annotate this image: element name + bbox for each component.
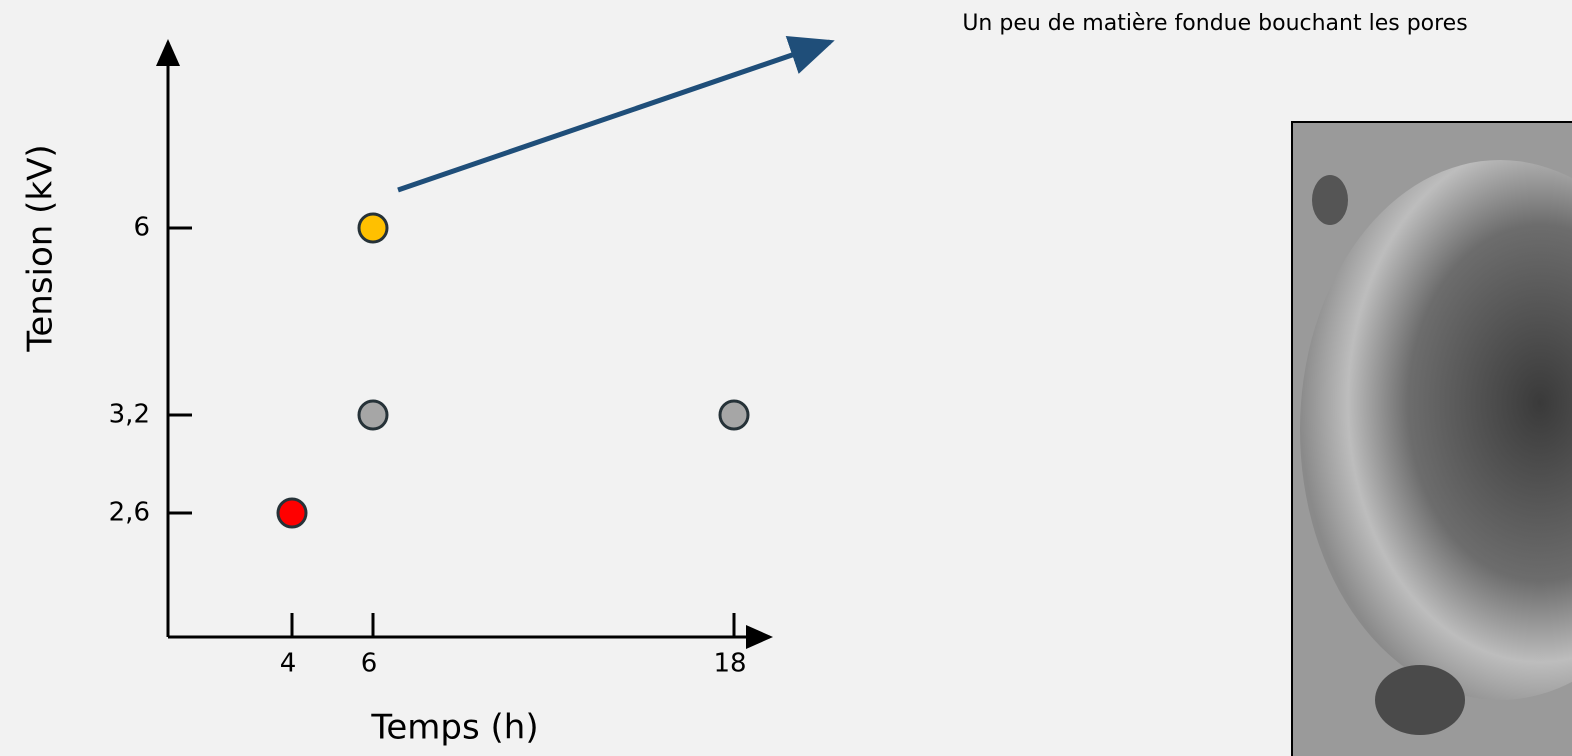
point — [276, 497, 308, 529]
annotation-arrow — [397, 36, 835, 193]
x-tick-label: 6 — [361, 649, 378, 679]
annotation: Un peu de matière fondue bouchant les po… — [962, 11, 1467, 36]
y-tick-label: 2,6 — [109, 498, 150, 528]
point — [357, 212, 389, 244]
x-tick-label: 4 — [280, 649, 297, 679]
y-axis-title: Tension (kV) — [21, 144, 61, 352]
point — [718, 399, 750, 431]
x-axis-title: Temps (h) — [370, 708, 538, 748]
y-tick-label: 6 — [133, 213, 150, 243]
pore — [1300, 160, 1572, 700]
x-tick-label: 18 — [713, 649, 746, 679]
pore — [1375, 665, 1465, 735]
y-tick-label: 3,2 — [109, 400, 150, 430]
point — [357, 399, 389, 431]
pore — [1312, 175, 1348, 225]
sem-image — [1291, 121, 1572, 756]
